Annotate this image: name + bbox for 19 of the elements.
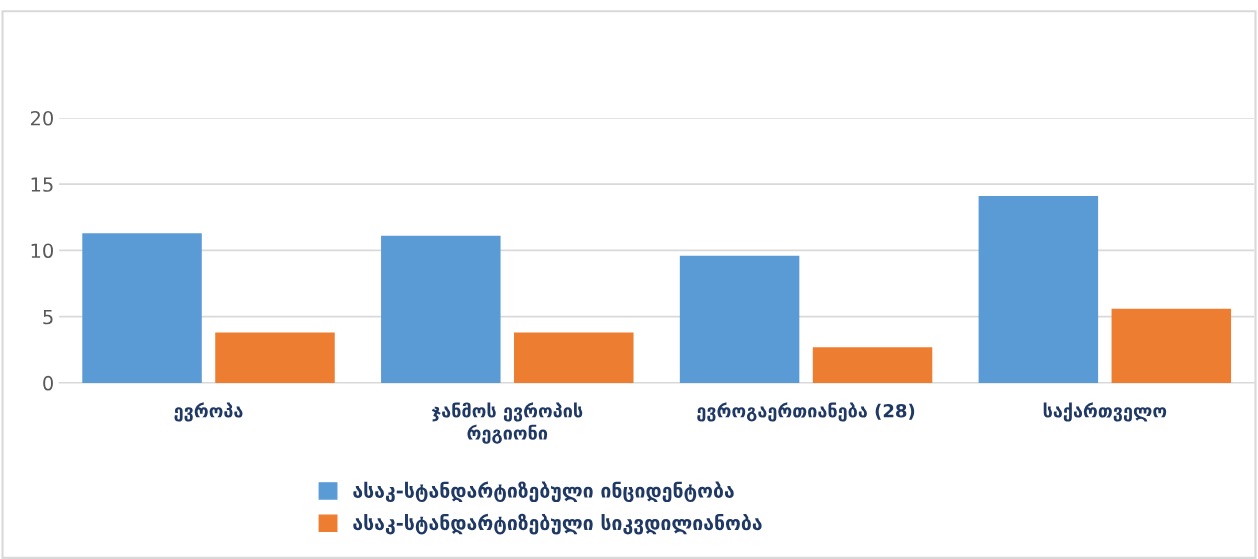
x-tick-label: საქართველო <box>1043 402 1167 422</box>
y-tick-label: 20 <box>30 110 53 126</box>
bar <box>215 332 335 383</box>
legend-label: ასაკ-სტანდარტიზებული ინციდენტობა <box>353 481 734 503</box>
y-tick-label: 0 <box>43 375 53 391</box>
bar <box>514 332 634 383</box>
x-tick-label: ევროგაერთიანება (28) <box>697 402 915 422</box>
y-tick-label: 10 <box>31 243 53 259</box>
bar <box>812 347 933 383</box>
bar <box>381 235 501 383</box>
x-tick-label: ჯანმოს ევროპის რეგიონი <box>431 402 583 444</box>
bar <box>978 196 1099 383</box>
legend-label: ასაკ-სტანდარტიზებული სიკვდილიანობა <box>353 513 762 535</box>
bar <box>82 233 202 383</box>
x-tick-label: ევროპა <box>174 402 243 422</box>
y-tick-label: 15 <box>31 177 53 192</box>
bar <box>679 255 800 383</box>
bar <box>1111 308 1232 383</box>
y-tick-label: 5 <box>43 309 53 325</box>
